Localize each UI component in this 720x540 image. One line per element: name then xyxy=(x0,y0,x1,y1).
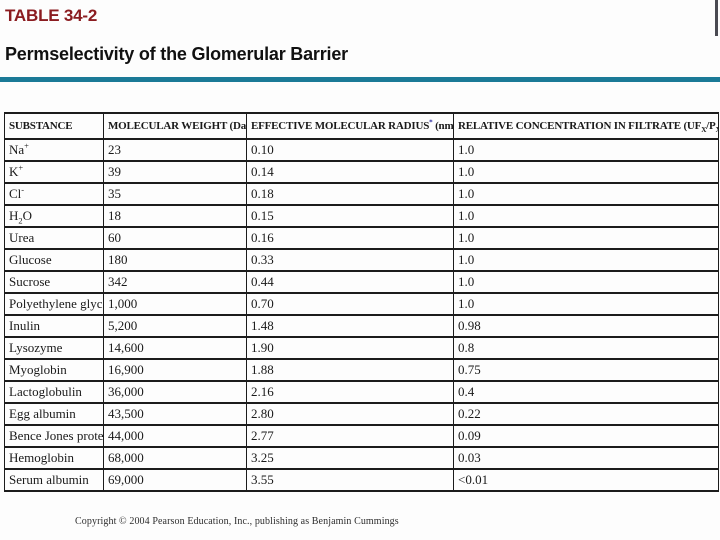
filtrate-cell: 1.0 xyxy=(453,204,719,228)
molecular-weight-cell: 18 xyxy=(103,204,247,228)
radius-cell: 2.77 xyxy=(246,424,454,448)
radius-cell: 3.25 xyxy=(246,446,454,470)
substance-cell: Lactoglobulin xyxy=(4,380,104,404)
column-header-relative-concentration: RELATIVE CONCENTRATION IN FILTRATE (UFX/… xyxy=(453,112,719,140)
filtrate-cell: 1.0 xyxy=(453,226,719,250)
table-row: Cl- 35 0.18 1.0 xyxy=(4,182,719,206)
table-body: Na+ 23 0.10 1.0 K+ 39 0.14 1.0 Cl- 35 0.18 1.0 H2O 18… xyxy=(4,138,719,492)
filtrate-cell: 1.0 xyxy=(453,160,719,184)
table-row: Bence Jones protein 44,000 2.77 0.09 xyxy=(4,424,719,448)
molecular-weight-cell: 36,000 xyxy=(103,380,247,404)
filtrate-cell: 0.09 xyxy=(453,424,719,448)
molecular-weight-cell: 16,900 xyxy=(103,358,247,382)
molecular-weight-cell: 39 xyxy=(103,160,247,184)
table-row: H2O 18 0.15 1.0 xyxy=(4,204,719,228)
molecular-weight-cell: 43,500 xyxy=(103,402,247,426)
filtrate-cell: 1.0 xyxy=(453,292,719,316)
column-header-effective-molecular-radius: EFFECTIVE MOLECULAR RADIUS* (nm) xyxy=(246,112,454,140)
molecular-weight-cell: 44,000 xyxy=(103,424,247,448)
table-label: TABLE 34-2 xyxy=(5,6,98,25)
radius-cell: 0.10 xyxy=(246,138,454,162)
substance-cell: Serum albumin xyxy=(4,468,104,492)
molecular-weight-cell: 68,000 xyxy=(103,446,247,470)
corner-decoration-bar xyxy=(715,0,718,36)
substance-cell: Sucrose xyxy=(4,270,104,294)
radius-cell: 0.33 xyxy=(246,248,454,272)
radius-cell: 3.55 xyxy=(246,468,454,492)
column-header-substance: SUBSTANCE xyxy=(4,112,104,140)
radius-cell: 0.44 xyxy=(246,270,454,294)
filtrate-cell: <0.01 xyxy=(453,468,719,492)
molecular-weight-cell: 35 xyxy=(103,182,247,206)
table-row: Serum albumin 69,000 3.55 <0.01 xyxy=(4,468,719,492)
page-title: Permselectivity of the Glomerular Barrie… xyxy=(5,44,348,64)
substance-cell: Myoglobin xyxy=(4,358,104,382)
filtrate-cell: 0.98 xyxy=(453,314,719,338)
molecular-weight-cell: 342 xyxy=(103,270,247,294)
substance-cell: K+ xyxy=(4,160,104,184)
molecular-weight-cell: 69,000 xyxy=(103,468,247,492)
teal-divider-rule xyxy=(0,77,720,82)
table-row: Egg albumin 43,500 2.80 0.22 xyxy=(4,402,719,426)
filtrate-cell: 1.0 xyxy=(453,182,719,206)
radius-cell: 2.16 xyxy=(246,380,454,404)
table-row: K+ 39 0.14 1.0 xyxy=(4,160,719,184)
table-row: Polyethylene glycol 1,000 0.70 1.0 xyxy=(4,292,719,316)
substance-cell: Polyethylene glycol xyxy=(4,292,104,316)
filtrate-cell: 0.75 xyxy=(453,358,719,382)
radius-cell: 0.15 xyxy=(246,204,454,228)
filtrate-cell: 0.03 xyxy=(453,446,719,470)
filtrate-cell: 0.4 xyxy=(453,380,719,404)
substance-cell: Lysozyme xyxy=(4,336,104,360)
radius-cell: 1.48 xyxy=(246,314,454,338)
table-row: Na+ 23 0.10 1.0 xyxy=(4,138,719,162)
filtrate-cell: 0.22 xyxy=(453,402,719,426)
radius-cell: 0.70 xyxy=(246,292,454,316)
molecular-weight-cell: 14,600 xyxy=(103,336,247,360)
substance-cell: Inulin xyxy=(4,314,104,338)
substance-cell: Hemoglobin xyxy=(4,446,104,470)
molecular-weight-cell: 1,000 xyxy=(103,292,247,316)
filtrate-cell: 1.0 xyxy=(453,270,719,294)
table-row: Glucose 180 0.33 1.0 xyxy=(4,248,719,272)
filtrate-cell: 1.0 xyxy=(453,138,719,162)
radius-cell: 0.14 xyxy=(246,160,454,184)
molecular-weight-cell: 5,200 xyxy=(103,314,247,338)
molecular-weight-cell: 60 xyxy=(103,226,247,250)
table-row: Inulin 5,200 1.48 0.98 xyxy=(4,314,719,338)
filtrate-cell: 1.0 xyxy=(453,248,719,272)
substance-cell: Bence Jones protein xyxy=(4,424,104,448)
filtrate-cell: 0.8 xyxy=(453,336,719,360)
molecular-weight-cell: 23 xyxy=(103,138,247,162)
table-row: Urea 60 0.16 1.0 xyxy=(4,226,719,250)
substance-cell: Na+ xyxy=(4,138,104,162)
radius-cell: 1.90 xyxy=(246,336,454,360)
substance-cell: Urea xyxy=(4,226,104,250)
substance-cell: Cl- xyxy=(4,182,104,206)
permselectivity-table: SUBSTANCE MOLECULAR WEIGHT (Da) EFFECTIVE … xyxy=(4,112,719,492)
radius-cell: 2.80 xyxy=(246,402,454,426)
substance-cell: Egg albumin xyxy=(4,402,104,426)
substance-cell: H2O xyxy=(4,204,104,228)
copyright-text: Copyright © 2004 Pearson Education, Inc.… xyxy=(75,516,399,527)
table-row: Myoglobin 16,900 1.88 0.75 xyxy=(4,358,719,382)
table-row: Sucrose 342 0.44 1.0 xyxy=(4,270,719,294)
table-row: Hemoglobin 68,000 3.25 0.03 xyxy=(4,446,719,470)
table-row: Lactoglobulin 36,000 2.16 0.4 xyxy=(4,380,719,404)
radius-cell: 0.16 xyxy=(246,226,454,250)
molecular-weight-cell: 180 xyxy=(103,248,247,272)
column-header-molecular-weight: MOLECULAR WEIGHT (Da) xyxy=(103,112,247,140)
radius-cell: 0.18 xyxy=(246,182,454,206)
table-header: SUBSTANCE MOLECULAR WEIGHT (Da) EFFECTIVE … xyxy=(4,112,719,140)
substance-cell: Glucose xyxy=(4,248,104,272)
table-row: Lysozyme 14,600 1.90 0.8 xyxy=(4,336,719,360)
radius-cell: 1.88 xyxy=(246,358,454,382)
table-header-row: SUBSTANCE MOLECULAR WEIGHT (Da) EFFECTIVE … xyxy=(4,112,719,140)
